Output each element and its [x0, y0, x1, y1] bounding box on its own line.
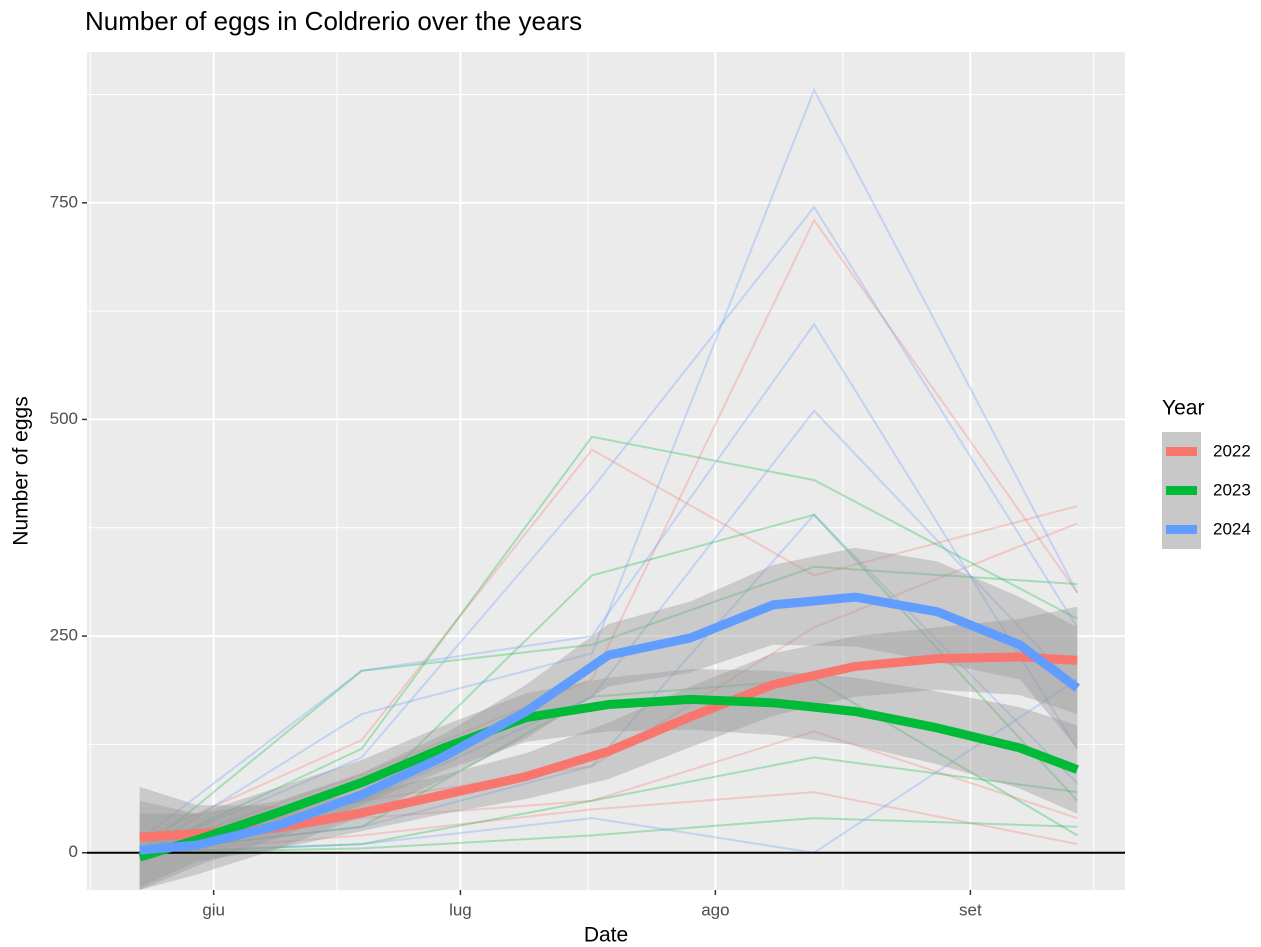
trace-line [139, 448, 1078, 841]
y-tick-label: 250 [50, 626, 78, 645]
x-tick-label: ago [701, 900, 729, 919]
x-axis-label: Date [584, 924, 628, 947]
trace-line [139, 87, 1079, 854]
plot-area [87, 87, 1125, 890]
legend-label: 2023 [1213, 480, 1251, 499]
y-tick-label: 750 [50, 192, 78, 211]
trace-line [139, 218, 1079, 854]
axes: giu lug ago set 0 250 500 750 [50, 192, 982, 919]
legend-title: Year [1162, 397, 1204, 420]
x-tick-label: giu [202, 900, 225, 919]
trace-line [139, 409, 1079, 850]
y-tick-label: 0 [69, 842, 78, 861]
legend-label: 2022 [1213, 441, 1251, 460]
chart-title: Number of eggs in Coldrerio over the yea… [85, 6, 582, 36]
trace-line [139, 322, 1079, 841]
trace-line [139, 756, 1078, 854]
trace-line [139, 817, 1078, 854]
trace-line [139, 205, 1079, 854]
smooth-line [138, 694, 1079, 862]
trace-line [139, 678, 1078, 854]
trace-line [139, 435, 1078, 854]
x-tick-label: set [959, 900, 982, 919]
x-tick-label: lug [449, 900, 472, 919]
trace-line [139, 522, 1078, 846]
confidence-band [139, 547, 1078, 890]
trace-line [139, 791, 1078, 854]
trace-line [139, 678, 1078, 854]
y-tick-label: 500 [50, 409, 78, 428]
y-axis-label: Number of eggs [10, 396, 33, 545]
smooth-line [139, 592, 1081, 855]
trace-line [139, 565, 1078, 854]
legend-label: 2024 [1213, 519, 1251, 538]
confidence-band [139, 669, 1078, 890]
legend: 2022 2023 2024 [1162, 432, 1251, 549]
